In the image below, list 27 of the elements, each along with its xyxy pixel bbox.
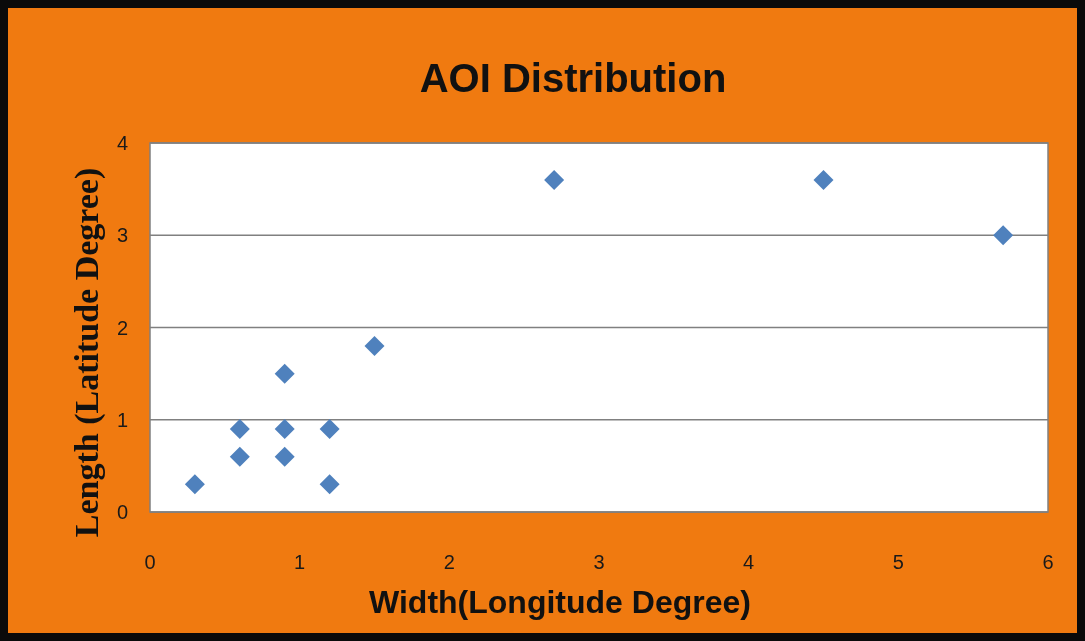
y-tick-label: 3: [116, 224, 128, 247]
point: [229, 446, 250, 467]
point: [229, 418, 250, 439]
x-tick-label: 3: [593, 551, 605, 573]
y-tick-label: 4: [116, 132, 128, 154]
x-tick-label: 1: [294, 551, 306, 573]
y-tick-label: 0: [116, 501, 128, 523]
point: [813, 169, 834, 190]
point: [319, 418, 340, 439]
point: [184, 474, 205, 495]
x-tick-label: 4: [743, 551, 755, 573]
x-tick-label: 2: [443, 551, 455, 573]
y-axis-title: Length (Latitude Degree): [68, 167, 106, 538]
x-tick-label: 0: [144, 551, 156, 573]
point: [319, 474, 340, 495]
point: [274, 446, 295, 467]
y-tick-label: 2: [116, 316, 128, 339]
point: [544, 169, 565, 190]
y-tick-label: 1: [116, 408, 128, 431]
point: [364, 335, 385, 356]
chart-title: AOI Distribution: [419, 56, 727, 100]
point: [274, 363, 295, 384]
x-tick-label: 5: [892, 551, 904, 573]
point: [274, 418, 295, 439]
x-axis-title: Width(Longitude Degree): [369, 584, 751, 620]
point: [993, 225, 1014, 246]
x-tick-label: 6: [1042, 551, 1054, 573]
